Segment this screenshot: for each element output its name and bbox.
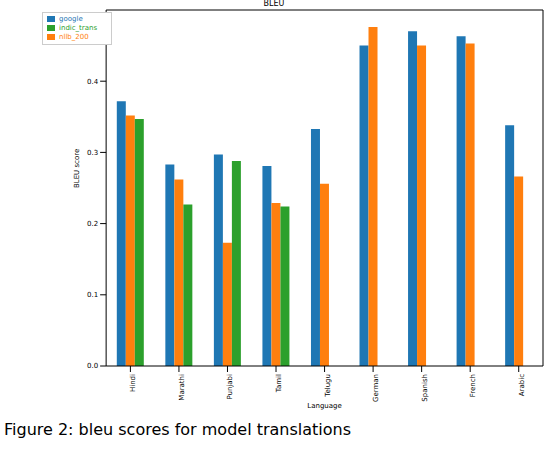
html-text:nllb_200: nllb_200 bbox=[59, 33, 89, 41]
html-text:indic_trans: indic_trans bbox=[59, 24, 98, 32]
html-text:BLEU: BLEU bbox=[263, 0, 285, 8]
svg-text:French: French bbox=[469, 374, 477, 397]
svg-text:0.0: 0.0 bbox=[87, 362, 98, 370]
svg-text:Marathi: Marathi bbox=[178, 374, 186, 401]
svg-text:0.2: 0.2 bbox=[87, 220, 98, 228]
svg-text:BLEU score: BLEU score bbox=[73, 149, 81, 188]
svg-text:0.4: 0.4 bbox=[87, 78, 99, 86]
svg-text:0.1: 0.1 bbox=[87, 291, 98, 299]
svg-text:Telugu: Telugu bbox=[324, 374, 332, 398]
svg-text:Language: Language bbox=[307, 402, 342, 410]
svg-text:German: German bbox=[372, 374, 380, 402]
svg-text:Spanish: Spanish bbox=[421, 374, 429, 402]
svg-text:Hindi: Hindi bbox=[129, 374, 137, 392]
svg-text:Punjabi: Punjabi bbox=[226, 374, 234, 400]
svg-text:Arabic: Arabic bbox=[518, 374, 526, 396]
svg-text:0.3: 0.3 bbox=[87, 149, 98, 157]
html-text:Figure 2: bleu scores for mode: Figure 2: bleu scores for model translat… bbox=[4, 420, 351, 439]
html-text:google: google bbox=[59, 15, 83, 23]
svg-text:Tamil: Tamil bbox=[275, 374, 283, 393]
